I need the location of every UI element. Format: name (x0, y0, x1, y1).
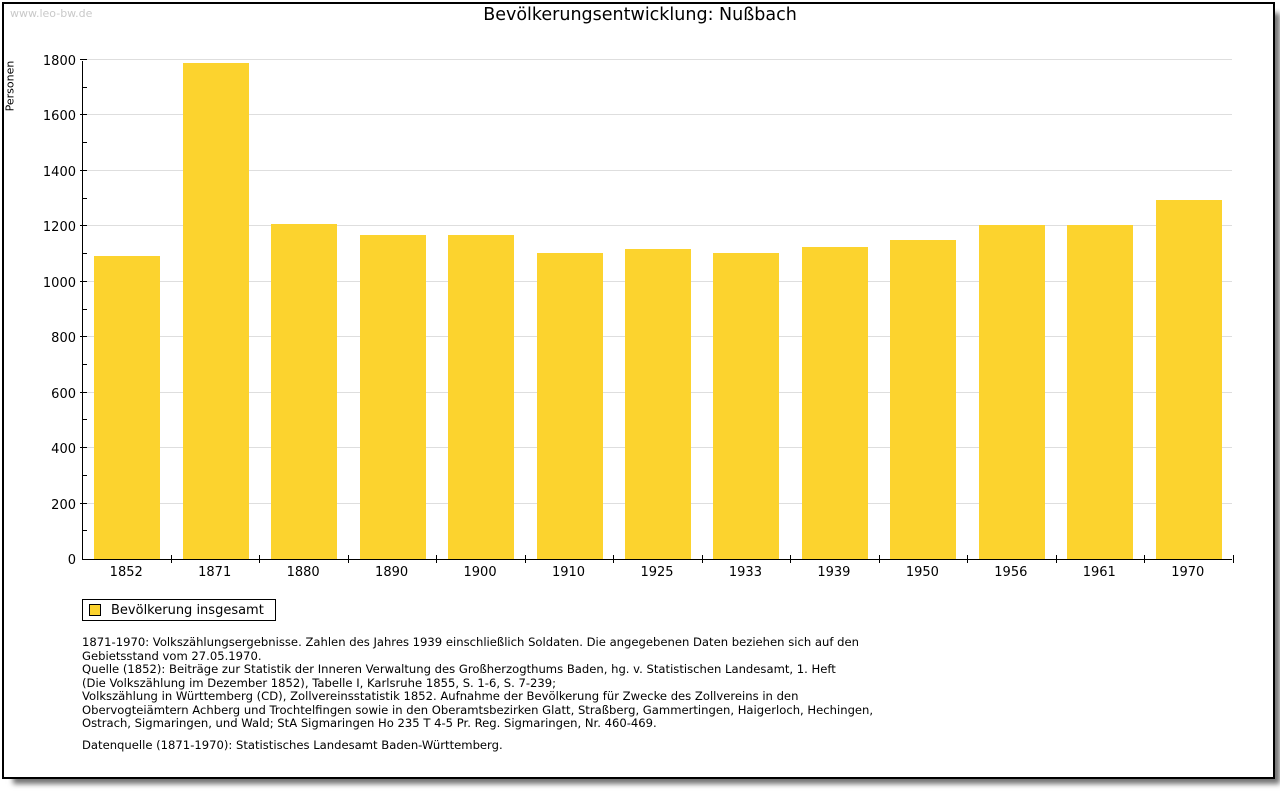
gridline (83, 225, 1232, 227)
x-tick (878, 555, 880, 563)
x-axis-label: 1925 (640, 565, 674, 580)
x-axis-label: 1939 (817, 565, 851, 580)
x-tick (436, 555, 438, 563)
y-axis-label: 200 (51, 497, 76, 513)
gridline (83, 59, 1232, 60)
x-tick (613, 555, 615, 563)
y-tick-major (80, 225, 87, 227)
bar (1067, 225, 1134, 559)
x-axis-label: 1871 (198, 565, 232, 580)
y-tick-minor (83, 142, 87, 144)
y-tick-minor (83, 197, 87, 199)
y-tick-major (80, 502, 87, 504)
bar (978, 225, 1045, 559)
footnote-line: Quelle (1852): Beiträge zur Statistik de… (82, 662, 836, 676)
legend-swatch-icon (89, 604, 101, 616)
y-axis-label: 1400 (42, 164, 76, 180)
y-axis-label: 600 (51, 386, 76, 402)
bar (94, 256, 161, 559)
y-tick-major (80, 169, 87, 171)
y-tick-minor (83, 530, 87, 532)
y-tick-major (80, 114, 87, 116)
x-tick (524, 555, 526, 563)
watermark-text: www.leo-bw.de (10, 7, 93, 20)
bar (182, 63, 249, 559)
y-axis-label: 400 (51, 442, 76, 458)
y-tick-major (80, 391, 87, 393)
y-tick-minor (83, 253, 87, 255)
footnote-block: 1871-1970: Volkszählungsergebnisse. Zahl… (82, 635, 874, 731)
y-tick-minor (83, 308, 87, 310)
bar (448, 235, 515, 559)
y-axis-label: 1600 (42, 109, 76, 125)
y-axis-label: 800 (51, 331, 76, 347)
x-axis-label: 1910 (551, 565, 586, 580)
bar (271, 223, 338, 559)
bar (890, 239, 957, 559)
x-tick (1055, 555, 1057, 563)
bar (359, 235, 426, 559)
datasource-line: Datenquelle (1871-1970): Statistisches L… (82, 738, 503, 752)
footnote-line: Gebietsstand vom 27.05.1970. (82, 648, 262, 663)
y-axis-label: 1800 (42, 54, 76, 69)
footnote-line: 1871-1970: Volkszählungsergebnisse. Zahl… (82, 635, 859, 649)
y-tick-minor (83, 363, 87, 365)
bar (1155, 200, 1222, 559)
x-axis-label: 1900 (463, 565, 497, 580)
x-axis-label: 1950 (905, 565, 939, 580)
plot-area (80, 59, 1234, 563)
y-tick-major (80, 280, 87, 282)
y-axis-label: 1200 (42, 220, 76, 236)
x-axis-label: 1880 (286, 565, 320, 580)
y-tick-minor (83, 419, 87, 421)
legend-label: Bevölkerung insgesamt (111, 602, 264, 618)
x-axis-label: 1956 (994, 565, 1028, 580)
bar (801, 246, 868, 559)
x-tick (790, 555, 792, 563)
y-axis-label: 1000 (42, 275, 76, 291)
x-tick (967, 555, 969, 563)
y-tick-major (80, 447, 87, 449)
bar (625, 249, 691, 559)
footnote-line: Volkszählung in Württemberg (CD), Zollve… (82, 689, 799, 703)
x-tick (1232, 555, 1234, 563)
y-tick-minor (83, 86, 87, 88)
x-tick (347, 555, 349, 563)
gridline (83, 114, 1232, 116)
x-tick (701, 555, 703, 563)
chart-title: Bevölkerungsentwicklung: Nußbach (483, 5, 797, 25)
legend-box: Bevölkerung insgesamt (82, 599, 276, 621)
y-axis-title: Personen (3, 60, 17, 112)
y-tick-major (80, 59, 87, 60)
footnote-line: (Die Volkszählung im Dezember 1852), Tab… (82, 675, 557, 690)
x-tick (170, 555, 172, 563)
y-axis-label: 0 (67, 553, 76, 568)
bar (536, 252, 603, 559)
y-tick-major (80, 336, 87, 338)
bar (713, 252, 780, 559)
footnote-line: Ostrach, Sigmaringen, und Wald; StA Sigm… (82, 716, 657, 730)
x-axis-label: 1890 (375, 565, 409, 580)
x-axis-label: 1961 (1082, 565, 1116, 580)
x-tick (1144, 555, 1146, 563)
x-axis-label: 1970 (1171, 565, 1205, 580)
y-tick-minor (83, 474, 87, 476)
footnote-line: Obervogteiämtern Achberg und Trochtelfin… (82, 702, 874, 717)
x-tick (259, 555, 261, 563)
x-axis-label: 1933 (728, 565, 762, 580)
gridline (83, 169, 1232, 171)
x-axis-label: 1852 (109, 565, 143, 580)
